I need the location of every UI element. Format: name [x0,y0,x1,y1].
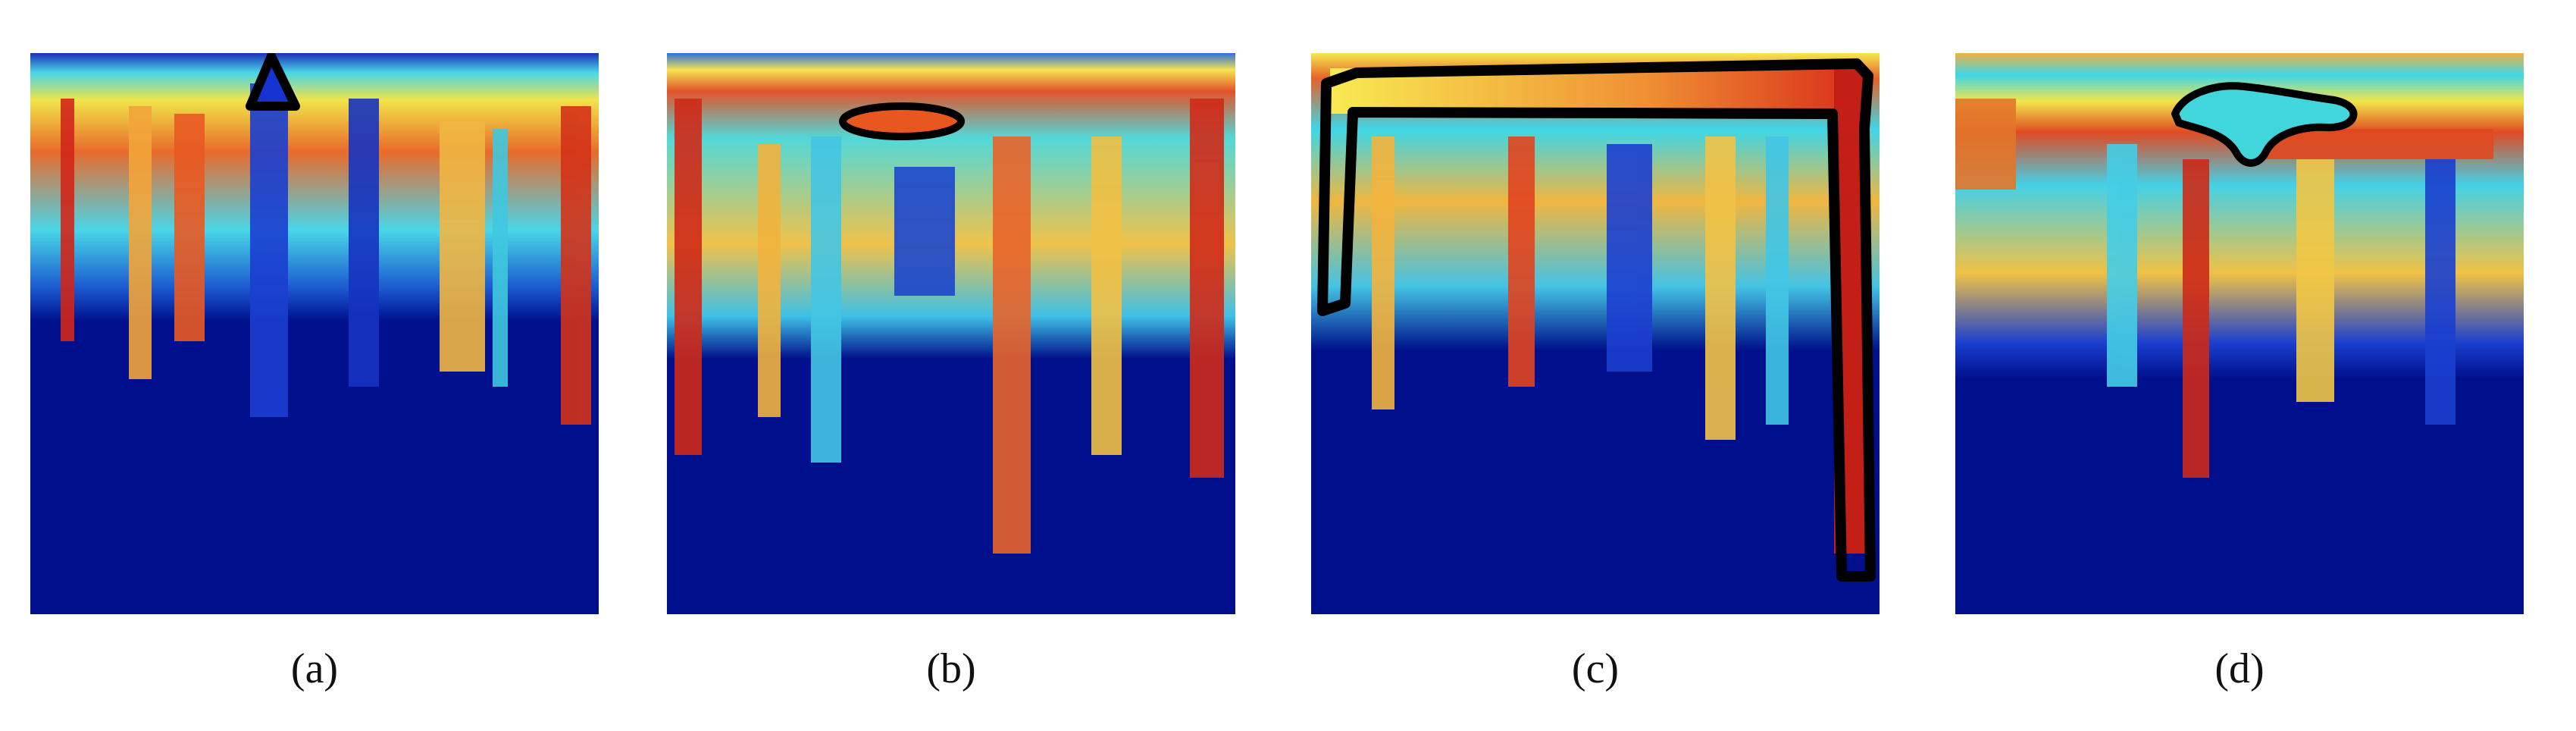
panel-label-b: (b) [926,645,976,692]
heatmap-image-b [667,53,1235,614]
panel-label-c: (c) [1571,645,1620,692]
heatmap-panel-a [30,53,599,614]
heatmap-image-a [30,53,599,614]
heatmap-panel-c [1311,53,1880,614]
annotation-ellipse [839,102,965,140]
annotation-bracket-outline [1317,58,1876,582]
heatmap-panel-b [667,53,1235,614]
annotation-blob-outline [2171,82,2358,167]
heatmap-panel-d [1955,53,2524,614]
panel-label-d: (d) [2214,645,2265,692]
heatmap-image-d [1955,53,2524,614]
heatmap-image-c [1311,53,1880,614]
panel-label-a: (a) [290,645,339,692]
annotation-triangle [246,53,300,111]
